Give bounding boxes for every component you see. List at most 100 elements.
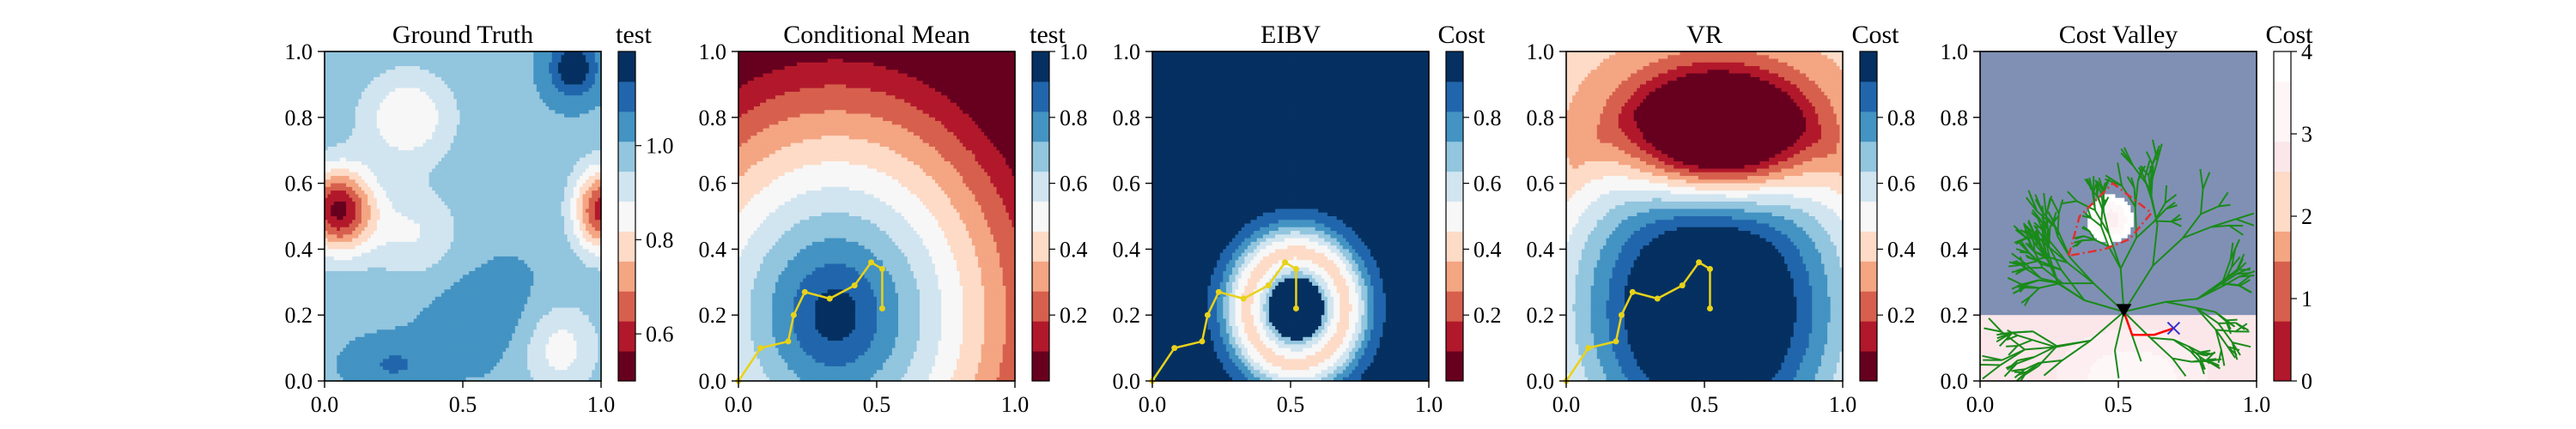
y-tick-label: 0.4 xyxy=(285,237,313,262)
waypoint xyxy=(785,338,791,344)
y-tick-label: 0.6 xyxy=(1113,172,1141,196)
waypoint xyxy=(1707,266,1713,272)
y-tick-label: 0.2 xyxy=(1113,303,1141,328)
waypoint xyxy=(1241,296,1247,302)
waypoint xyxy=(757,345,763,351)
colorbar-label: Cost xyxy=(1437,21,1485,49)
waypoint xyxy=(1205,312,1211,318)
heatmap-cells xyxy=(1152,51,1430,382)
y-tick-label: 0.6 xyxy=(1527,172,1555,196)
colorbar-label: test xyxy=(1030,21,1066,49)
heatmap-cells xyxy=(738,51,1016,382)
y-tick-label: 1.0 xyxy=(1527,39,1555,64)
y-tick-label: 0.4 xyxy=(1941,237,1969,262)
waypoint xyxy=(1171,345,1177,351)
y-tick-label: 0.8 xyxy=(699,106,727,130)
waypoint xyxy=(1655,296,1661,302)
colorbar-label: test xyxy=(616,21,652,49)
y-tick-label: 1.0 xyxy=(699,39,727,64)
colorbar-tick-label: 3 xyxy=(2301,122,2312,147)
waypoint xyxy=(1696,259,1702,265)
waypoint xyxy=(827,296,833,302)
x-tick-label: 0.0 xyxy=(1139,392,1167,417)
colorbar-tick-label: 2 xyxy=(2301,204,2312,229)
waypoint xyxy=(1585,345,1591,351)
y-tick-label: 0.4 xyxy=(699,237,727,262)
x-tick-label: 0.5 xyxy=(1277,392,1305,417)
waypoint xyxy=(1293,305,1299,311)
chart-title: EIBV xyxy=(1261,21,1321,49)
waypoint xyxy=(1199,338,1205,344)
y-tick-label: 0.8 xyxy=(1941,106,1969,130)
colorbar-label: Cost xyxy=(2265,21,2313,49)
x-tick-label: 0.5 xyxy=(449,392,477,417)
waypoint xyxy=(1630,289,1636,295)
colorbar-tick-label: 1 xyxy=(2301,287,2312,311)
colorbar-tick-label: 0.6 xyxy=(1473,172,1502,196)
colorbar-tick-label: 1.0 xyxy=(646,134,674,159)
heatmap-cells xyxy=(325,51,602,382)
y-tick-label: 0.0 xyxy=(1527,369,1555,394)
y-tick-label: 0.0 xyxy=(1941,369,1969,394)
waypoint xyxy=(852,282,858,288)
heatmap-cells xyxy=(1566,51,1844,382)
colorbar-tick-label: 0.8 xyxy=(1060,106,1088,130)
x-tick-label: 0.5 xyxy=(863,392,891,417)
colorbar-tick-label: 0.8 xyxy=(1887,106,1916,130)
colorbar-tick-label: 0.8 xyxy=(1473,106,1502,130)
x-tick-label: 1.0 xyxy=(587,392,616,417)
waypoint xyxy=(879,266,885,272)
y-tick-label: 1.0 xyxy=(1113,39,1141,64)
y-tick-label: 0.4 xyxy=(1527,237,1555,262)
waypoint xyxy=(802,289,808,295)
y-tick-label: 0.8 xyxy=(1527,106,1555,130)
y-tick-label: 0.2 xyxy=(699,303,727,328)
colorbar-tick-label: 0.2 xyxy=(1060,303,1088,328)
colorbar-tick-label: 0.2 xyxy=(1887,303,1916,328)
colorbar-tick-label: 0.2 xyxy=(1473,303,1502,328)
x-tick-label: 0.5 xyxy=(2105,392,2133,417)
colorbar-tick-label: 0.4 xyxy=(1060,237,1088,262)
y-tick-label: 0.4 xyxy=(1113,237,1141,262)
chart-title: VR xyxy=(1686,21,1722,49)
panel-4: VR0.0 0.5 1.00.00.20.40.60.81.00.20.40.60.… xyxy=(1527,21,1916,417)
x-tick-label: 0.0 xyxy=(1552,392,1581,417)
waypoint xyxy=(1293,266,1299,272)
y-tick-label: 1.0 xyxy=(285,39,313,64)
x-tick-label: 1.0 xyxy=(1415,392,1443,417)
colorbar-label: Cost xyxy=(1851,21,1899,49)
y-tick-label: 0.0 xyxy=(285,369,313,394)
waypoint xyxy=(1707,305,1713,311)
colorbar-tick-label: 0.8 xyxy=(646,227,674,252)
waypoint xyxy=(868,259,874,265)
x-tick-label: 1.0 xyxy=(1829,392,1857,417)
waypoint xyxy=(1619,312,1625,318)
colorbar-tick-label: 0.6 xyxy=(1060,172,1088,196)
x-tick-label: 0.0 xyxy=(1966,392,1995,417)
x-tick-label: 1.0 xyxy=(1001,392,1030,417)
chart-title: Ground Truth xyxy=(392,21,533,49)
y-tick-label: 0.6 xyxy=(1941,172,1969,196)
colorbar-tick-label: 0.4 xyxy=(1473,237,1502,262)
x-tick-label: 0.0 xyxy=(725,392,753,417)
y-tick-label: 0.2 xyxy=(285,303,313,328)
y-tick-label: 1.0 xyxy=(1941,39,1969,64)
waypoint xyxy=(1216,289,1222,295)
panels: Ground Truth 0.0 0.5 1.0 0.0 0.2 0.4 0.6 0.8 1.0 0… xyxy=(285,21,2314,417)
chart-title: Cost Valley xyxy=(2059,21,2178,49)
waypoint xyxy=(1282,259,1288,265)
y-tick-label: 0.2 xyxy=(1941,303,1969,328)
colorbar: 0.2 0.4 0.6 0.8 Cost xyxy=(1437,21,1501,382)
y-tick-label: 0.2 xyxy=(1527,303,1555,328)
y-tick-label: 0.0 xyxy=(699,369,727,394)
y-tick-label: 0.8 xyxy=(285,106,313,130)
